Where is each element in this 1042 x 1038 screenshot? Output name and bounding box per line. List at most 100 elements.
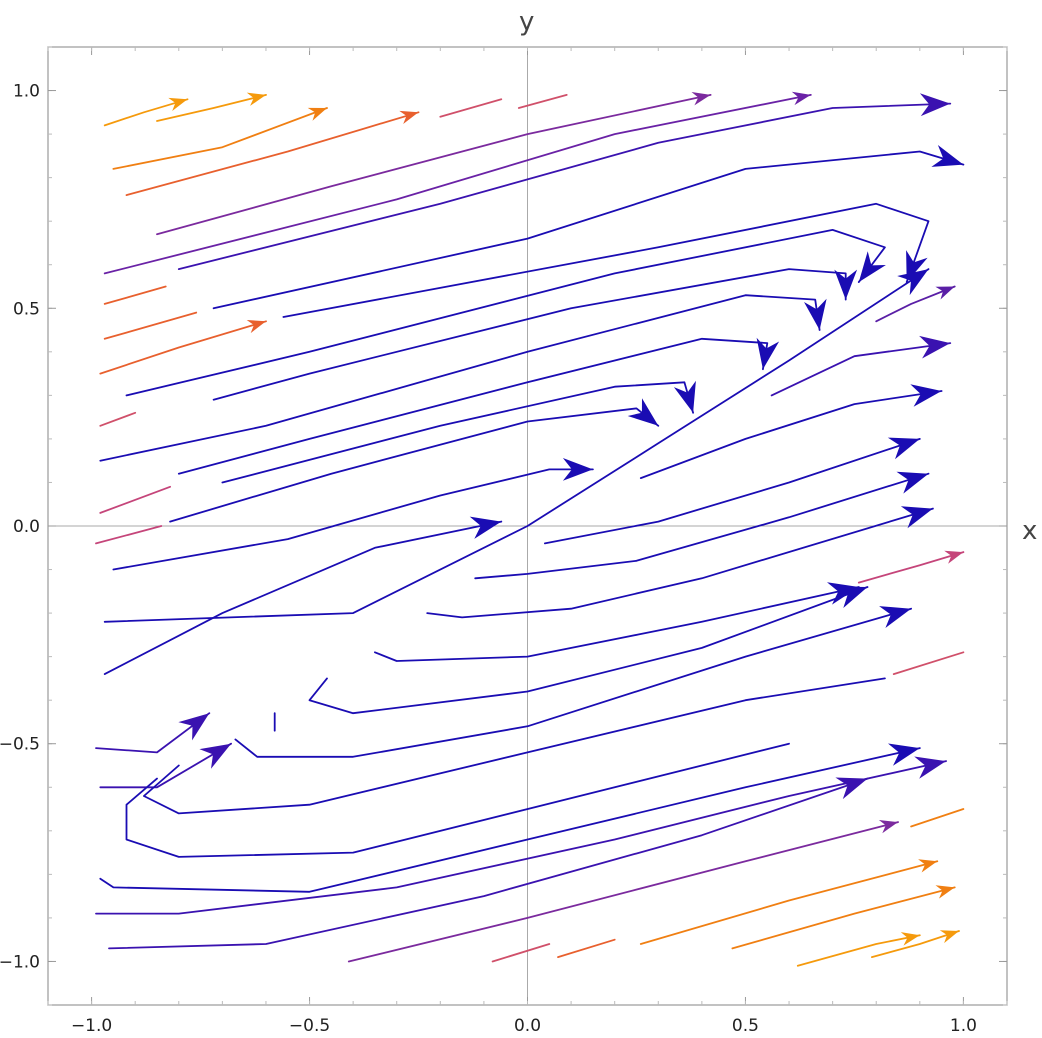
streamline-arrowhead — [627, 398, 659, 426]
y-tick-label: −1.0 — [0, 952, 40, 972]
streamline-arrowhead — [562, 458, 593, 481]
streamline — [143, 677, 886, 815]
streamline — [99, 485, 171, 514]
x-tick-label: 0.5 — [732, 1016, 759, 1036]
streamline — [212, 268, 847, 401]
streamline — [108, 777, 869, 950]
streamline-arrowhead — [399, 110, 419, 124]
streamline — [125, 229, 886, 397]
streamline-arrowhead — [944, 550, 964, 564]
streamline — [125, 742, 790, 858]
streamlines — [95, 91, 965, 967]
y-tick-label: 0.0 — [13, 517, 40, 537]
streamline — [103, 285, 167, 305]
streamline-arrowhead — [879, 606, 912, 628]
streamline — [103, 311, 198, 340]
x-tick-label: −0.5 — [289, 1016, 330, 1036]
streamline-arrowhead — [939, 930, 959, 944]
x-tick-label: −1.0 — [71, 1016, 112, 1036]
streamline-arrowhead — [804, 298, 827, 330]
streamline — [103, 98, 189, 127]
y-tick-label: −0.5 — [0, 735, 40, 755]
streamline-arrowhead — [199, 743, 232, 769]
streamline-arrowhead — [897, 269, 929, 296]
streamline-arrowhead — [756, 337, 780, 370]
streamline — [517, 94, 568, 109]
streamline-arrowhead — [919, 93, 951, 117]
streamline-arrowhead — [935, 286, 955, 300]
y-tick-label: 0.5 — [13, 299, 40, 319]
streamline — [639, 860, 939, 945]
streamline — [112, 107, 328, 170]
streamline — [95, 712, 211, 754]
streamline — [95, 760, 947, 915]
streamline — [374, 586, 860, 662]
streamline-arrowhead — [827, 582, 859, 605]
streamline-arrowhead — [691, 92, 711, 106]
x-tick-label: 0.0 — [514, 1016, 541, 1036]
streamline-arrowhead — [914, 756, 946, 779]
streamline — [282, 202, 930, 318]
streamline — [871, 930, 960, 958]
streamline-arrowhead — [168, 97, 188, 111]
streamline-arrowhead — [878, 820, 898, 834]
streamline — [99, 294, 821, 462]
streamline — [99, 742, 232, 789]
streamline — [103, 94, 812, 275]
streamline-arrowhead — [896, 471, 929, 494]
streamline — [639, 390, 943, 479]
streamline-arrowhead — [935, 885, 955, 899]
streamline-arrowhead — [887, 437, 920, 460]
streamline — [308, 586, 869, 715]
streamline — [177, 102, 952, 270]
streamline — [875, 285, 956, 323]
streamline-arrowhead — [900, 506, 933, 529]
streamline-arrowhead — [791, 91, 811, 106]
streamline — [103, 520, 503, 675]
streamline-arrowhead — [246, 92, 266, 106]
streamline — [99, 747, 921, 893]
streamline — [557, 938, 616, 958]
streamline — [910, 808, 965, 828]
streamline-arrowhead — [835, 586, 868, 608]
streamline — [212, 150, 965, 310]
streamline — [234, 607, 912, 758]
x-tick-label: 1.0 — [950, 1016, 977, 1036]
streamline — [156, 94, 267, 122]
streamline — [125, 111, 420, 196]
streamline-arrowhead — [888, 743, 920, 766]
streamline — [169, 407, 660, 523]
streamline-arrowhead — [834, 269, 858, 300]
streamline-arrowhead — [469, 516, 502, 539]
streamline-arrowhead — [858, 251, 886, 283]
y-axis-label: y — [519, 7, 534, 37]
streamline — [892, 651, 965, 675]
streamline — [99, 320, 267, 375]
streamline-arrowhead — [835, 777, 868, 800]
streamline-arrowhead — [307, 107, 327, 121]
streamline — [103, 268, 930, 623]
streamline — [156, 94, 712, 236]
streamline-arrowhead — [919, 335, 951, 359]
streamline — [731, 886, 956, 950]
streamline-arrowhead — [931, 145, 964, 167]
streamline-arrowhead — [673, 380, 696, 413]
streamline — [439, 98, 503, 118]
streamline — [770, 342, 952, 397]
streamline — [491, 943, 551, 963]
streamline — [347, 821, 899, 963]
streamline — [426, 507, 934, 619]
streamline — [112, 468, 594, 571]
streamline — [474, 472, 930, 580]
streamline-arrowhead — [246, 320, 266, 334]
streamline — [95, 525, 163, 545]
streamline — [544, 438, 921, 545]
y-tick-label: 1.0 — [13, 82, 40, 102]
streamline — [857, 551, 965, 584]
streamline-arrowhead — [918, 859, 938, 873]
streamline — [177, 337, 769, 475]
streamline — [221, 381, 694, 484]
streamline — [99, 411, 137, 427]
streamline-arrowhead — [910, 384, 942, 407]
